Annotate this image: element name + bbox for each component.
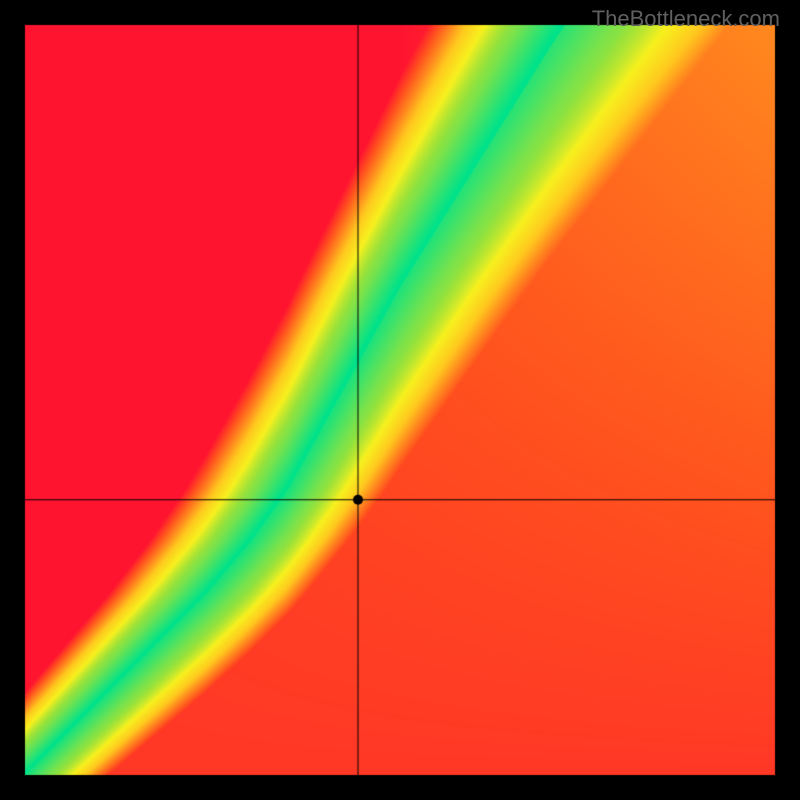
heatmap-canvas xyxy=(0,0,800,800)
watermark-text: TheBottleneck.com xyxy=(592,6,780,32)
bottleneck-heatmap xyxy=(0,0,800,800)
